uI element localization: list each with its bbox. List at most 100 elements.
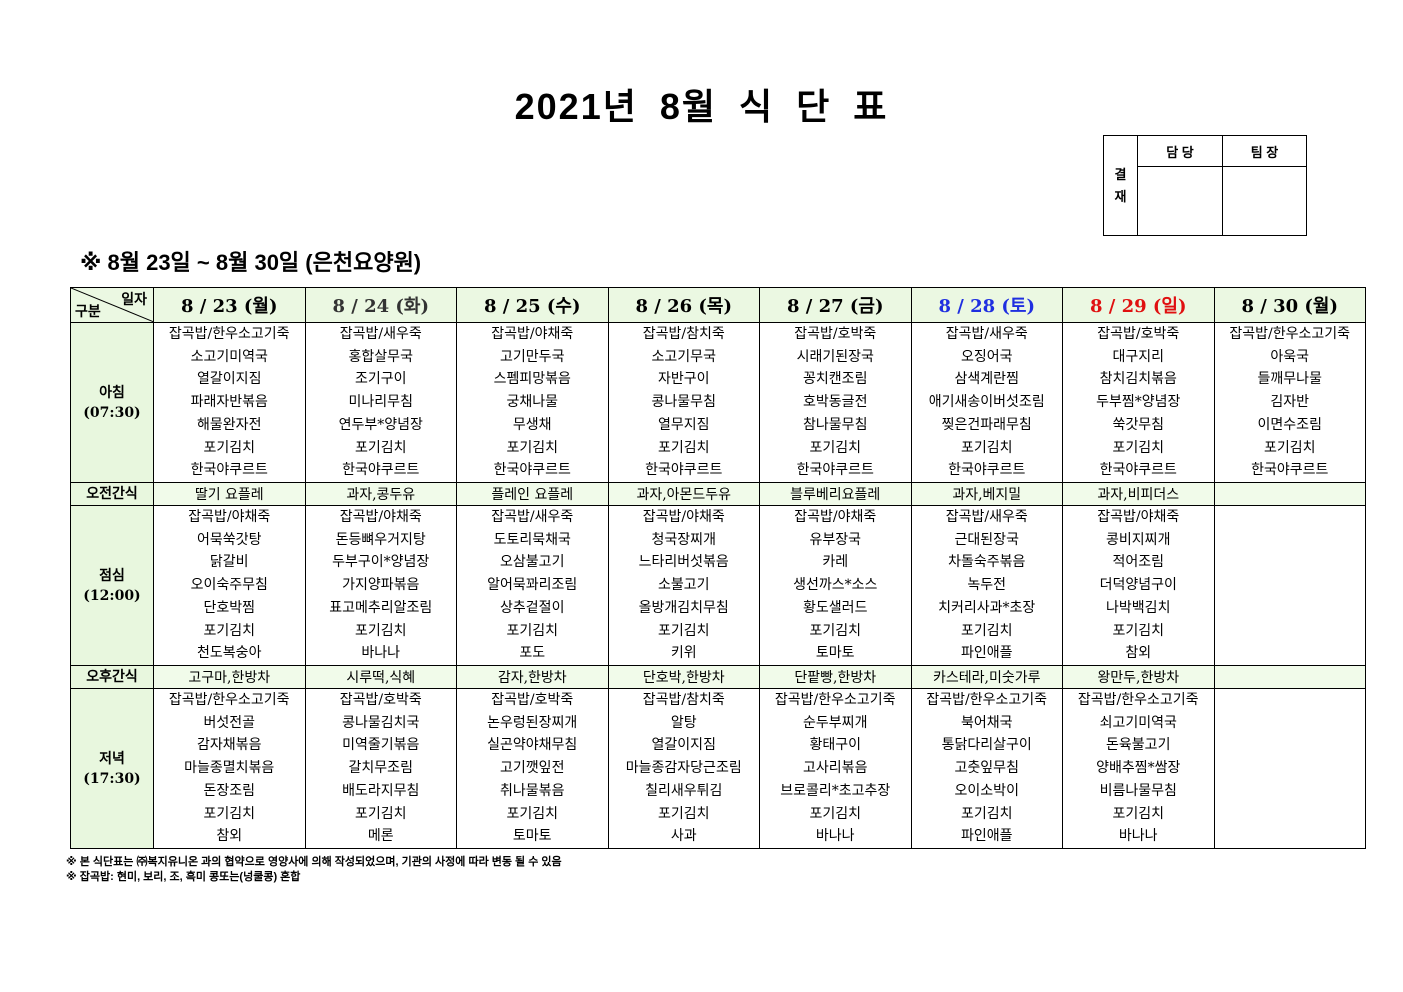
menu-item: 이면수조림	[1257, 416, 1322, 433]
menu-cell: 잡곡밥/한우소고기죽 순두부찌개 황태구이 고사리볶음 브로콜리*초고추장 포기김치 바나나	[759, 688, 912, 849]
menu-item: 잡곡밥/한우소고기죽	[168, 692, 290, 709]
menu-item: 단호박찜	[203, 599, 256, 616]
menu-cell: 잡곡밥/야채죽 어묵쑥갓탕 닭갈비 오이숙주무침 단호박찜 포기김치 천도복숭아	[153, 505, 306, 666]
menu-item: 참치김치볶음	[1099, 371, 1177, 388]
menu-item: 잡곡밥/한우소고기죽	[926, 692, 1048, 709]
menu-item: 오이숙주무침	[190, 577, 268, 594]
menu-item: 포기김치	[809, 439, 862, 456]
menu-cell	[1213, 482, 1366, 506]
menu-item: 콩나물무침	[651, 394, 716, 411]
meal-row: 저녁 (17:30) 잡곡밥/한우소고기죽 버섯전골 감자채볶음 마늘종멸치볶음 돈장조림 포…	[70, 688, 1366, 849]
menu-item: 소불고기	[657, 577, 710, 594]
menu-item: 포기김치	[506, 622, 559, 639]
menu-item: 포기김치	[203, 805, 256, 822]
approval-label: 결 재	[1103, 135, 1138, 236]
menu-item: 한국야쿠르트	[190, 462, 268, 479]
menu-cell: 감자,한방차	[456, 665, 609, 689]
menu-item: 포기김치	[1112, 622, 1165, 639]
menu-item: 근대된장국	[954, 531, 1019, 548]
menu-item: 알어묵꽈리조림	[487, 577, 578, 594]
diagonal-line	[71, 288, 154, 322]
menu-cell: 시루떡,식혜	[304, 665, 457, 689]
menu-item: 황도샐러드	[803, 599, 868, 616]
menu-cell: 잡곡밥/호박죽 콩나물김치국 미역줄기볶음 갈치무조림 배도라지무침 포기김치 메론	[304, 688, 457, 849]
date-header: 8 / 23 (월)	[153, 287, 306, 323]
menu-cell	[1213, 505, 1366, 666]
menu-cell: 잡곡밥/야채죽 유부장국 카레 생선까스*소스 황도샐러드 포기김치 토마토	[759, 505, 912, 666]
meal-name: 점심	[99, 567, 125, 584]
menu-item: 순두부찌개	[803, 714, 868, 731]
corner-cell: 일자 구분	[70, 287, 154, 323]
menu-item: 참외	[1125, 645, 1152, 662]
menu-item: 버섯전골	[203, 714, 256, 731]
menu-cell: 잡곡밥/야채죽 고기만두국 스펨피망볶음 궁채나물 무생채 포기김치 한국야쿠르트	[456, 322, 609, 483]
menu-cell: 과자,콩두유	[304, 482, 457, 506]
menu-cell: 잡곡밥/새우죽 도토리묵채국 오삼불고기 알어묵꽈리조림 상추겉절이 포기김치 포도	[456, 505, 609, 666]
header-row: 일자 구분 8 / 23 (월) 8 / 24 (화) 8 / 25 (수) 8 / …	[70, 287, 1366, 323]
menu-item: 잡곡밥/참치죽	[642, 326, 725, 343]
menu-item: 잡곡밥/한우소고기죽	[774, 692, 896, 709]
menu-item: 잡곡밥/호박죽	[339, 692, 422, 709]
corner-label-category: 구분	[75, 304, 101, 320]
row-label: 오전간식	[70, 482, 154, 506]
approval-col-manager: 담 당	[1137, 135, 1223, 167]
menu-item: 포기김치	[657, 622, 710, 639]
row-label: 저녁 (17:30)	[70, 688, 154, 849]
date-header: 8 / 29 (일)	[1062, 287, 1215, 323]
menu-cell: 잡곡밥/야채죽 콩비지찌개 적어조림 더덕양념구이 나박백김치 포기김치 참외	[1062, 505, 1215, 666]
menu-item: 시래기된장국	[796, 348, 874, 365]
meal-time: (17:30)	[83, 770, 141, 787]
menu-item: 포기김치	[203, 439, 256, 456]
menu-item: 북어채국	[960, 714, 1013, 731]
menu-cell: 단호박,한방차	[607, 665, 760, 689]
menu-cell: 잡곡밥/한우소고기죽 북어채국 통닭다리살구이 고춧잎무침 오이소박이 포기김치 파인애플	[910, 688, 1063, 849]
corner-label-date: 일자	[121, 292, 147, 308]
menu-item: 참나물무침	[803, 416, 868, 433]
menu-item: 아욱국	[1270, 348, 1310, 365]
date-range-subtitle: ※ 8월 23일 ~ 8월 30일 (은천요양원)	[80, 250, 422, 275]
date-header: 8 / 30 (월)	[1213, 287, 1366, 323]
menu-cell: 잡곡밥/새우죽 오징어국 삼색계란찜 애기새송이버섯조림 찢은건파래무침 포기김치 한국야쿠…	[910, 322, 1063, 483]
menu-item: 잡곡밥/새우죽	[339, 326, 422, 343]
menu-item: 애기새송이버섯조림	[928, 394, 1045, 411]
menu-cell: 과자,비피더스	[1062, 482, 1215, 506]
menu-cell: 과자,베지밀	[910, 482, 1063, 506]
footnotes: ※ 본 식단표는 ㈜복지유니온 과의 협약으로 영양사에 의해 작성되었으며, …	[66, 855, 562, 885]
menu-item: 고사리볶음	[803, 760, 868, 777]
menu-item: 어묵쑥갓탕	[197, 531, 262, 548]
menu-item: 잡곡밥/한우소고기죽	[1229, 326, 1351, 343]
menu-item: 잡곡밥/호박죽	[1097, 326, 1180, 343]
approval-sign-manager[interactable]	[1137, 166, 1223, 236]
menu-cell: 플레인 요플레	[456, 482, 609, 506]
menu-item: 잡곡밥/야채죽	[1097, 509, 1180, 526]
menu-item: 논우렁된장찌개	[487, 714, 578, 731]
menu-cell: 잡곡밥/새우죽 홍합살무국 조기구이 미나리무침 연두부*양념장 포기김치 한국야쿠르트	[304, 322, 457, 483]
menu-item: 쑥갓무침	[1112, 416, 1165, 433]
menu-cell: 왕만두,한방차	[1062, 665, 1215, 689]
approval-sign-team-lead[interactable]	[1222, 166, 1307, 236]
menu-item: 감자채볶음	[197, 737, 262, 754]
menu-item: 포기김치	[354, 805, 407, 822]
meal-time: (12:00)	[83, 587, 141, 604]
menu-item: 바나나	[361, 645, 401, 662]
menu-item: 통닭다리살구이	[941, 737, 1032, 754]
menu-item: 삼색계란찜	[954, 371, 1019, 388]
menu-cell: 잡곡밥/한우소고기죽 버섯전골 감자채볶음 마늘종멸치볶음 돈장조림 포기김치 참외	[153, 688, 306, 849]
menu-item: 한국야쿠르트	[948, 462, 1026, 479]
menu-item: 포기김치	[657, 439, 710, 456]
footnote: ※ 잡곡밥: 현미, 보리, 조, 흑미 콩또는(넝쿨콩) 혼합	[66, 871, 301, 883]
menu-cell: 잡곡밥/야채죽 청국장찌개 느타리버섯볶음 소불고기 올방개김치무침 포기김치 키위	[607, 505, 760, 666]
menu-item: 무생채	[512, 416, 552, 433]
menu-item: 미나리무침	[348, 394, 413, 411]
menu-item: 파인애플	[960, 645, 1013, 662]
menu-item: 포기김치	[1112, 439, 1165, 456]
menu-item: 포기김치	[1112, 805, 1165, 822]
menu-item: 열갈이지짐	[651, 737, 716, 754]
menu-item: 포기김치	[960, 805, 1013, 822]
menu-item: 궁채나물	[506, 394, 559, 411]
menu-item: 차돌숙주볶음	[948, 554, 1026, 571]
menu-item: 청국장찌개	[651, 531, 716, 548]
menu-item: 해물완자전	[197, 416, 262, 433]
menu-item: 포기김치	[354, 439, 407, 456]
date-header: 8 / 27 (금)	[759, 287, 912, 323]
